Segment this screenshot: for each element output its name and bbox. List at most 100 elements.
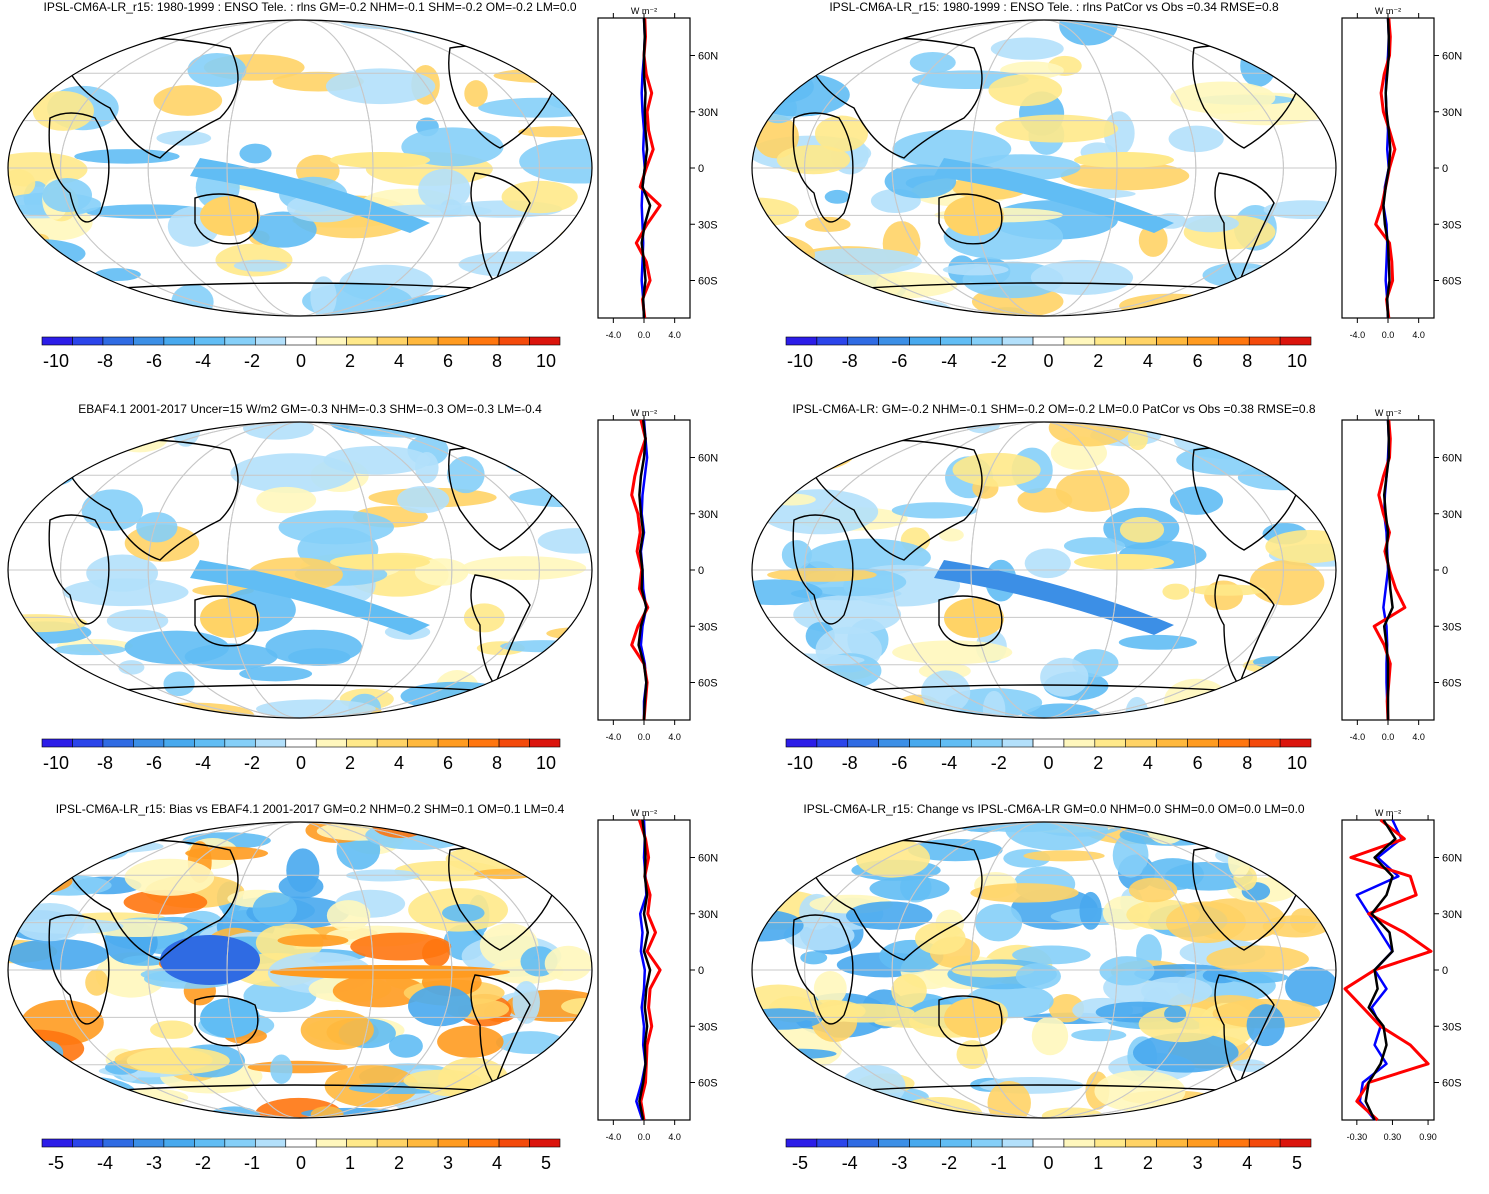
colorbar-swatch bbox=[1125, 336, 1157, 346]
field-patch bbox=[387, 20, 507, 36]
field-patch bbox=[8, 239, 86, 269]
field-patch bbox=[42, 178, 92, 213]
zonal-lat-label: 0 bbox=[1442, 965, 1448, 977]
field-patch bbox=[124, 630, 230, 665]
longitude-line bbox=[804, 422, 1284, 718]
field-patch bbox=[1119, 516, 1165, 543]
field-patch bbox=[310, 1106, 344, 1118]
map-border bbox=[7, 19, 593, 317]
colorbar: -10 -8 -6 -4 -2 0 2 4 6 8 10 bbox=[41, 738, 561, 773]
colorbar-swatch bbox=[909, 336, 941, 346]
colorbar-label: -2 bbox=[244, 753, 260, 773]
field-patch bbox=[508, 39, 591, 56]
field-patch bbox=[8, 1084, 62, 1104]
field-patch bbox=[86, 554, 158, 592]
field-patch bbox=[21, 684, 65, 701]
colorbar-label: 0 bbox=[1043, 351, 1053, 371]
zonal-lat-label: 30N bbox=[698, 509, 718, 521]
zonal-lat-label: 60N bbox=[1442, 453, 1462, 465]
field-patch bbox=[1227, 822, 1287, 850]
continent-outline bbox=[59, 37, 239, 159]
panel-rlns-enso-model: IPSL-CM6A-LR_r15: 1980-1999 : ENSO Tele.… bbox=[0, 0, 744, 392]
zonal-x-label: -4.0 bbox=[606, 1132, 622, 1142]
panel-ipsl-model: IPSL-CM6A-LR: GM=-0.2 NHM=-0.1 SHM=-0.2 … bbox=[744, 402, 1488, 794]
zonal-lat-label: 30N bbox=[698, 107, 718, 119]
continent-outline bbox=[803, 839, 983, 961]
zonal-x-label: 0.30 bbox=[1384, 1132, 1402, 1142]
continent-outline bbox=[194, 595, 259, 647]
panel-figure: W m⁻² 60N 30N 0 30S 60S -4.0 0.0 4.0 -10 -8 -6 -4 -2 0… bbox=[7, 6, 718, 371]
field-patch bbox=[106, 609, 169, 633]
zonal-units-label: W m⁻² bbox=[631, 808, 657, 818]
colorbar-swatch bbox=[1248, 738, 1281, 748]
field-patch bbox=[752, 1008, 823, 1030]
longitude-line bbox=[226, 422, 374, 718]
field-patch bbox=[371, 822, 430, 838]
field-patch bbox=[170, 422, 201, 447]
pacific-negative-band bbox=[190, 158, 430, 233]
zonal-mean-line bbox=[640, 17, 652, 319]
zonal-lat-label: 60N bbox=[1442, 51, 1462, 63]
field-patch bbox=[418, 168, 471, 211]
longitude-line bbox=[226, 822, 374, 1118]
zonal-units-label: W m⁻² bbox=[631, 408, 657, 418]
colorbar-swatch bbox=[72, 1138, 104, 1148]
colorbar-label: 4 bbox=[394, 351, 404, 371]
field-patch bbox=[8, 691, 100, 708]
colorbar-swatch bbox=[940, 1138, 972, 1148]
colorbar-swatch bbox=[1156, 1138, 1188, 1148]
field-patch bbox=[484, 277, 592, 298]
field-patch bbox=[239, 143, 272, 164]
colorbar-label: -2 bbox=[195, 1153, 211, 1173]
longitude-line bbox=[147, 822, 453, 1118]
colorbar-swatch bbox=[1063, 738, 1096, 748]
colorbar-label: -10 bbox=[787, 753, 813, 773]
colorbar-label: 4 bbox=[1143, 753, 1153, 773]
colorbar-label: -5 bbox=[792, 1153, 808, 1173]
colorbar-swatch bbox=[346, 1138, 378, 1148]
field-patch bbox=[1040, 657, 1089, 697]
field-patch bbox=[403, 1069, 482, 1092]
field-patch bbox=[503, 822, 592, 844]
field-patch bbox=[752, 431, 856, 473]
field-patch bbox=[1119, 293, 1224, 316]
colorbar-swatch bbox=[376, 336, 408, 346]
field-patch bbox=[1023, 850, 1105, 862]
field-patch bbox=[332, 974, 426, 1008]
map-border bbox=[751, 19, 1337, 317]
colorbar-swatch bbox=[468, 738, 500, 748]
map-border bbox=[7, 821, 593, 1119]
continent-outline bbox=[938, 595, 1003, 647]
graticule bbox=[8, 422, 592, 718]
australia-anomaly bbox=[944, 598, 1004, 638]
field-patch bbox=[1030, 259, 1134, 295]
colorbar-swatch bbox=[224, 1138, 256, 1148]
colorbar-swatch bbox=[1279, 738, 1312, 748]
colorbar-label: 4 bbox=[1143, 351, 1153, 371]
field-patch bbox=[36, 30, 90, 76]
field-patch bbox=[768, 279, 852, 316]
panel-title: IPSL-CM6A-LR_r15: Bias vs EBAF4.1 2001-2… bbox=[55, 802, 565, 816]
colorbar-swatch bbox=[1032, 336, 1065, 346]
panel-bias-vs-ebaf: IPSL-CM6A-LR_r15: Bias vs EBAF4.1 2001-2… bbox=[0, 802, 744, 1194]
colorbar-swatch bbox=[315, 1138, 348, 1148]
field-patch bbox=[544, 945, 592, 982]
colorbar-swatch bbox=[940, 336, 972, 346]
colorbar-label: 4 bbox=[1242, 1153, 1252, 1173]
field-patch bbox=[150, 1020, 194, 1039]
zonal-x-label: 0.0 bbox=[638, 732, 651, 742]
field-patch bbox=[891, 502, 978, 519]
field-patch bbox=[85, 969, 109, 996]
field-patch bbox=[1138, 1006, 1223, 1043]
colorbar-swatch bbox=[133, 336, 165, 346]
colorbar-swatch bbox=[529, 738, 561, 748]
field-patch bbox=[1145, 822, 1189, 845]
field-patch bbox=[1191, 822, 1287, 845]
field-patch bbox=[1206, 945, 1309, 973]
continent-outline bbox=[792, 514, 854, 625]
field-patch bbox=[56, 839, 164, 853]
zonal-mean-line bbox=[637, 419, 648, 721]
field-patch bbox=[8, 169, 36, 198]
field-patch bbox=[206, 1106, 262, 1118]
colorbar-swatch bbox=[1032, 1138, 1065, 1148]
